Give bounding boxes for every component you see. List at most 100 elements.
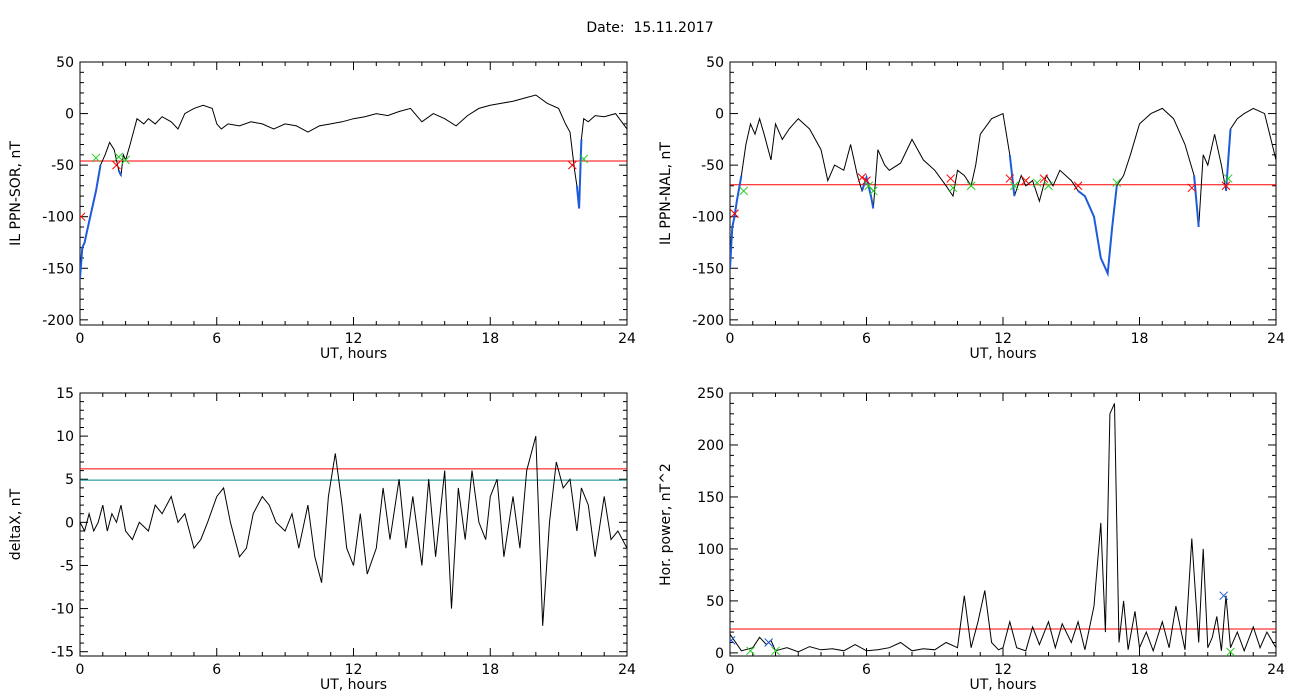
y-tick-label: -10 [51, 602, 74, 618]
y-tick-label: 200 [697, 438, 724, 454]
x-tick-label: 18 [481, 331, 499, 347]
event-marker [730, 209, 739, 218]
x-tick-label: 24 [618, 331, 636, 347]
event-marker [730, 636, 736, 645]
y-axis-label: Hor. power, nT^2 [658, 463, 674, 586]
x-tick-label: 18 [481, 662, 499, 678]
x-tick-label: 18 [1131, 662, 1149, 678]
highlight-segment [1077, 185, 1118, 278]
event-marker [1219, 591, 1229, 601]
event-marker [114, 152, 124, 162]
marker-stroke [739, 186, 749, 196]
event-marker [1221, 181, 1231, 191]
marker-stroke [567, 160, 577, 170]
x-axis-label: UT, hours [320, 677, 387, 693]
x-tick-label: 0 [726, 331, 735, 347]
y-tick-label: -200 [42, 313, 74, 329]
marker-stroke [1223, 174, 1233, 183]
y-tick-label: -150 [42, 261, 74, 277]
marker-stroke [1021, 176, 1031, 185]
highlight-segment [861, 173, 875, 209]
event-marker [966, 181, 976, 191]
event-marker [1005, 174, 1015, 183]
y-tick-label: 0 [715, 646, 724, 662]
marker-stroke [1032, 178, 1042, 188]
y-tick-label: -50 [51, 158, 74, 174]
marker-stroke [121, 155, 130, 165]
event-marker [567, 160, 577, 170]
marker-stroke [1073, 181, 1083, 191]
marker-stroke [1219, 591, 1229, 601]
marker-stroke [746, 646, 755, 656]
plot-area [730, 107, 1276, 278]
marker-stroke [114, 152, 124, 162]
data-series-line [80, 435, 627, 626]
marker-stroke [864, 181, 874, 191]
y-tick-label: 15 [56, 386, 74, 402]
y-tick-label: 0 [65, 107, 74, 123]
data-series-line [730, 107, 1276, 276]
x-tick-label: 24 [1267, 331, 1285, 347]
marker-stroke [1039, 174, 1049, 183]
marker-stroke [1010, 181, 1019, 191]
event-marker [948, 183, 958, 193]
event-marker [112, 160, 121, 170]
x-tick-label: 12 [345, 331, 363, 347]
highlight-segment [730, 175, 743, 269]
plot-frame [729, 392, 1277, 657]
event-marker [857, 173, 867, 182]
y-tick-label: -5 [60, 558, 74, 574]
marker-stroke [80, 212, 86, 219]
y-tick-label: 0 [715, 107, 724, 123]
event-marker [1112, 178, 1122, 188]
y-tick-label: -15 [51, 645, 74, 661]
plot-area [80, 94, 627, 279]
marker-stroke [771, 646, 780, 656]
x-tick-label: 12 [994, 331, 1012, 347]
marker-stroke [868, 186, 878, 196]
x-tick-label: 12 [345, 662, 363, 678]
marker-stroke [764, 638, 774, 647]
x-tick-label: 6 [862, 662, 871, 678]
date-value: 15.11.2017 [633, 20, 714, 36]
x-tick-label: 24 [1267, 662, 1285, 678]
marker-stroke [1112, 178, 1122, 188]
plot-frame [729, 61, 1277, 326]
y-tick-label: -100 [42, 210, 74, 226]
event-marker [764, 638, 774, 647]
y-tick-label: 150 [697, 490, 724, 506]
highlight-segment [1225, 128, 1232, 191]
event-marker [1187, 183, 1197, 193]
event-marker [771, 646, 780, 656]
event-marker [121, 155, 130, 165]
event-marker [1032, 178, 1042, 188]
x-tick-label: 0 [76, 331, 85, 347]
marker-stroke [966, 181, 976, 191]
y-tick-label: 100 [697, 542, 724, 558]
x-tick-label: 0 [726, 662, 735, 678]
event-marker [91, 153, 101, 163]
plot-frame [79, 392, 628, 657]
highlight-segment [80, 164, 102, 279]
x-tick-label: 6 [862, 331, 871, 347]
y-tick-label: -150 [692, 261, 724, 277]
marker-stroke [862, 176, 871, 185]
chart-date-title: Date: 15.11.2017 [0, 20, 1300, 36]
event-marker [1223, 174, 1233, 183]
plot-area [80, 435, 627, 626]
panel-2: 0 6 12 18 24 -200 -150 -100 -50 0 50 UT, hours IL PP… [658, 55, 1285, 362]
x-axis-label: UT, hours [969, 677, 1036, 693]
y-tick-label: -100 [692, 210, 724, 226]
y-tick-label: -50 [701, 158, 724, 174]
y-axis-label: IL PPN-NAL, nT [658, 142, 674, 245]
x-tick-label: 24 [618, 662, 636, 678]
y-tick-label: 250 [697, 386, 724, 402]
marker-stroke [1005, 174, 1015, 183]
marker-stroke [948, 183, 958, 193]
marker-stroke [730, 209, 739, 218]
panel-4: 0 6 12 18 24 0 50 100 150 200 250 UT, hours Hor. pow… [658, 386, 1285, 693]
panel-3: 0 6 12 18 24 -15 -10 -5 0 5 10 15 UT, hours deltaX, n… [8, 386, 636, 693]
marker-stroke [1044, 181, 1053, 191]
event-marker [946, 174, 956, 183]
highlight-segment [1193, 175, 1200, 228]
